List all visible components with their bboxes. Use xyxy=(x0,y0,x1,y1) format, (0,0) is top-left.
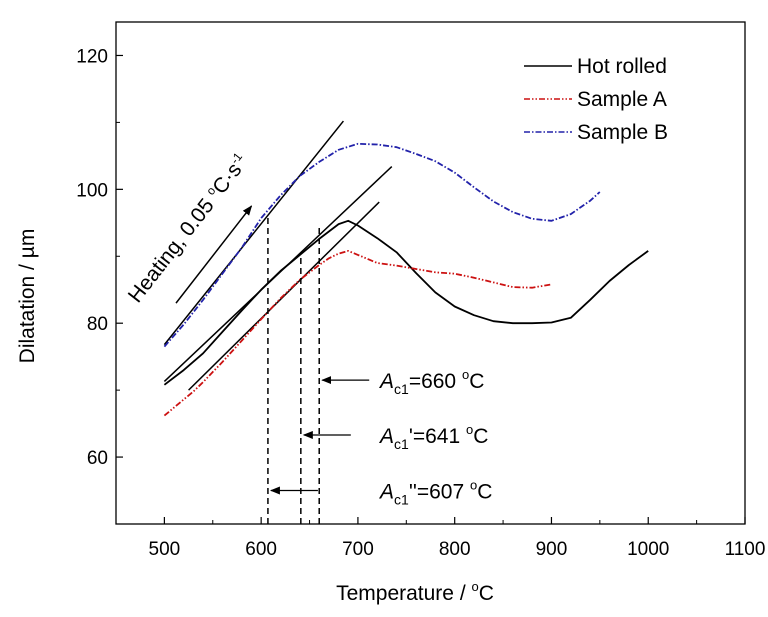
ac1-label-unit: C xyxy=(473,425,488,448)
y-tick-label: 80 xyxy=(87,314,108,335)
ac1-label-degree: o xyxy=(470,478,477,493)
ac1-label-unit: C xyxy=(477,481,492,504)
legend-label-sample-b: Sample B xyxy=(577,121,668,144)
ac1-label-subscript: c1 xyxy=(394,436,409,452)
series-line-hot-rolled xyxy=(163,219,649,386)
series-line-sample-b xyxy=(163,142,601,348)
ac1-label-subscript: c1 xyxy=(394,492,409,508)
ac1-label-symbol: A xyxy=(378,425,394,448)
y-axis-title: Dilatation / µm xyxy=(16,229,39,364)
heating-annotation: Heating, 0.05 oC·s-1 xyxy=(124,149,253,307)
x-tick-label: 500 xyxy=(149,539,181,560)
ac1-label-degree: o xyxy=(466,422,473,437)
x-tick-label: 700 xyxy=(342,539,374,560)
ac1-label-symbol: A xyxy=(378,481,394,504)
x-tick-label: 1100 xyxy=(725,539,766,560)
heating-arrow xyxy=(175,205,253,304)
x-tick-label: 1000 xyxy=(627,539,669,560)
ac1-label-degree: o xyxy=(462,367,469,382)
heating-label-text: Heating, 0.05 xyxy=(124,190,222,307)
ac1-label-subscript: c1 xyxy=(394,381,409,397)
ac1-label: Ac1=660 oC xyxy=(378,367,484,397)
series-line-sample-a xyxy=(163,249,552,417)
x-tick-label: 900 xyxy=(536,539,568,560)
x-tick-label: 600 xyxy=(245,539,277,560)
x-tick-label: 800 xyxy=(439,539,471,560)
tangent-line xyxy=(163,120,344,346)
ac1-label: Ac1''=607 oC xyxy=(378,478,492,508)
y-tick-label: 100 xyxy=(76,180,108,201)
x-axis-title-unit: C xyxy=(479,582,494,605)
y-axis-ticks: 60 80 100 120 xyxy=(76,46,123,525)
y-tick-label: 60 xyxy=(87,448,108,469)
ac1-label-unit: C xyxy=(469,370,484,393)
data-series xyxy=(163,142,649,417)
x-axis-title: Temperature / oC xyxy=(336,579,494,605)
ac1-label-value: =660 xyxy=(409,370,462,393)
legend-label-hot-rolled: Hot rolled xyxy=(577,55,667,78)
plot-frame xyxy=(115,21,746,525)
ac1-label-value: '=641 xyxy=(409,425,466,448)
x-axis-title-degree: o xyxy=(472,579,479,594)
legend: Hot rolled Sample A Sample B xyxy=(524,55,668,144)
ac1-label: Ac1'=641 oC xyxy=(378,422,488,452)
x-axis-title-text: Temperature / xyxy=(336,582,471,605)
ac1-label-symbol: A xyxy=(378,370,394,393)
x-axis-ticks: 500 600 700 800 900 1000 1100 xyxy=(115,517,766,560)
ac1-label-value: ''=607 xyxy=(409,481,470,504)
y-tick-label: 120 xyxy=(76,46,108,67)
legend-label-sample-a: Sample A xyxy=(577,88,667,111)
